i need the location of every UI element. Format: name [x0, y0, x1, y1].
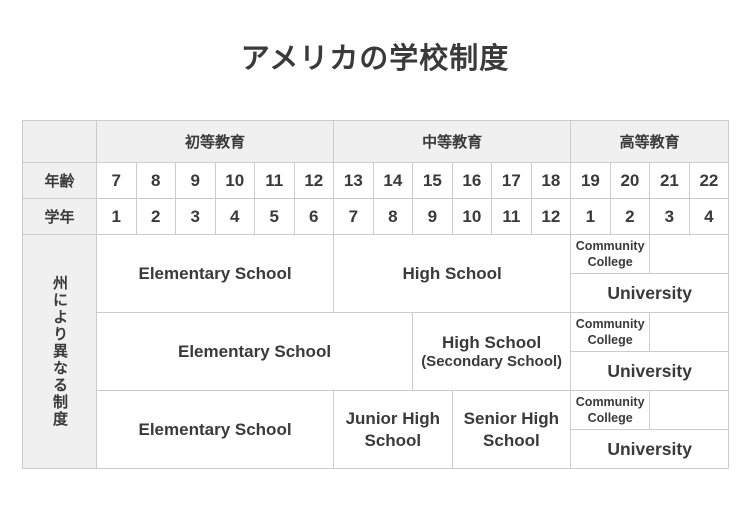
grade-cell: 2 — [609, 198, 651, 235]
group1-bottom-row: University — [23, 273, 730, 313]
group3-bottom-row: University — [23, 429, 730, 469]
group2-bottom-row: University — [23, 351, 730, 391]
grade-cell: 11 — [491, 198, 532, 235]
age-cell: 16 — [451, 162, 493, 199]
school-cell-elementary: Elementary School — [95, 312, 414, 391]
stage-header-secondary: 中等教育 — [333, 120, 572, 163]
school-cell-community-college: Community College — [570, 312, 651, 352]
school-cell-main-label: High School — [442, 332, 542, 352]
school-cell-university: University — [570, 429, 730, 469]
age-cell: 22 — [688, 162, 730, 199]
group1-top-row: 州により異なる制度 Elementary School High School … — [22, 234, 730, 469]
grade-cell: 7 — [333, 198, 374, 235]
age-cell: 13 — [333, 162, 374, 199]
side-label: 州により異なる制度 — [51, 275, 68, 428]
grade-cell: 9 — [412, 198, 453, 235]
age-cell: 11 — [254, 162, 295, 199]
age-cell: 14 — [372, 162, 414, 199]
school-cell-high-school-secondary: High School (Secondary School) — [412, 312, 572, 391]
empty-cell — [649, 312, 730, 352]
age-cell: 10 — [214, 162, 255, 199]
school-cell-junior-high: Junior High School — [333, 390, 453, 469]
age-cell: 9 — [175, 162, 216, 199]
school-cell-community-college: Community College — [570, 234, 651, 274]
school-cell-university: University — [570, 351, 730, 391]
school-cell-senior-high: Senior High School — [451, 390, 572, 469]
grade-cell: 10 — [451, 198, 493, 235]
school-cell-university: University — [570, 273, 730, 313]
age-cell: 17 — [491, 162, 532, 199]
grade-cell: 8 — [372, 198, 414, 235]
age-cell: 15 — [412, 162, 453, 199]
corner-cell — [22, 120, 97, 163]
grade-cell: 12 — [530, 198, 572, 235]
school-system-table: 初等教育 中等教育 高等教育 年齢 7 8 9 10 11 12 13 14 1… — [22, 120, 730, 469]
school-cell-community-college: Community College — [570, 390, 651, 430]
age-cell: 21 — [649, 162, 690, 199]
stage-header-row: 初等教育 中等教育 高等教育 — [22, 120, 730, 163]
group2-top-row: Elementary School High School (Secondary… — [23, 312, 730, 391]
grade-cell: 3 — [649, 198, 690, 235]
age-cell: 20 — [609, 162, 651, 199]
empty-cell — [649, 234, 730, 274]
age-row-label: 年齢 — [22, 162, 97, 199]
school-cell-sub-label: (Secondary School) — [421, 352, 563, 370]
grade-cell: 4 — [214, 198, 255, 235]
school-cell-elementary: Elementary School — [95, 234, 335, 313]
grade-cell: 2 — [135, 198, 176, 235]
school-cell-elementary: Elementary School — [95, 390, 335, 469]
page-title: アメリカの学校制度 — [240, 43, 510, 75]
stage-header-higher: 高等教育 — [570, 120, 730, 163]
grade-row-label: 学年 — [22, 198, 97, 235]
stage-header-primary: 初等教育 — [95, 120, 335, 163]
grade-cell: 1 — [96, 198, 137, 235]
grade-cell: 5 — [254, 198, 295, 235]
age-cell: 18 — [530, 162, 572, 199]
grade-row: 学年 1 2 3 4 5 6 7 8 9 10 11 12 1 2 3 4 — [22, 198, 730, 235]
grade-cell: 3 — [175, 198, 216, 235]
side-label-cell: 州により異なる制度 — [22, 234, 97, 469]
age-cell: 8 — [135, 162, 176, 199]
grade-cell: 6 — [293, 198, 335, 235]
grade-cell: 1 — [570, 198, 611, 235]
age-cell: 19 — [570, 162, 611, 199]
age-cell: 12 — [293, 162, 335, 199]
age-cell: 7 — [96, 162, 137, 199]
age-row: 年齢 7 8 9 10 11 12 13 14 15 16 17 18 19 2… — [22, 162, 730, 199]
group3-top-row: Elementary School Junior High School Sen… — [23, 390, 730, 469]
grade-cell: 4 — [688, 198, 730, 235]
school-cell-high-school: High School — [333, 234, 572, 313]
empty-cell — [649, 390, 730, 430]
